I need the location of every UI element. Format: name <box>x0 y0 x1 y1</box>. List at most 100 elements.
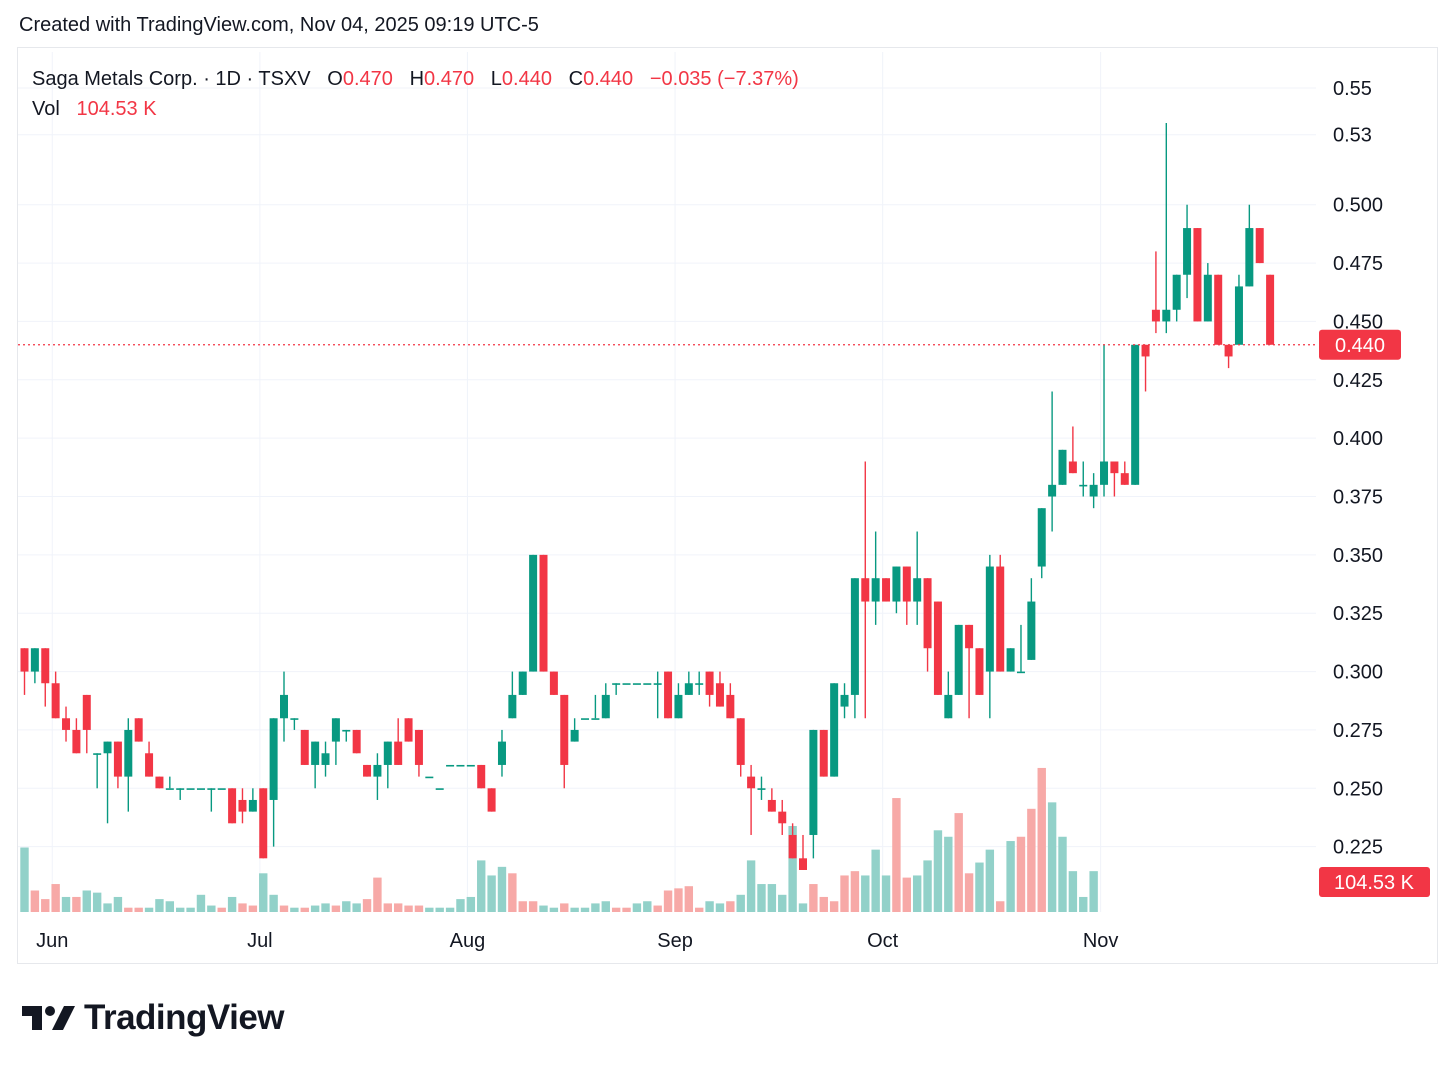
created-with-header: Created with TradingView.com, Nov 04, 20… <box>19 14 539 36</box>
candle <box>726 683 735 719</box>
candle-body <box>1162 309 1171 322</box>
candle-body <box>767 799 776 812</box>
candle <box>840 683 849 719</box>
volume-bar <box>155 899 164 912</box>
volume-bar <box>51 884 60 912</box>
volume-bar <box>985 849 995 912</box>
candle-body <box>51 683 60 719</box>
volume-bar <box>726 901 735 912</box>
candle <box>280 671 288 742</box>
volume-bar <box>1006 841 1015 912</box>
candle <box>819 729 828 777</box>
candle-body <box>176 788 185 790</box>
candle <box>238 788 247 824</box>
price-tick-label: 0.250 <box>1333 778 1383 800</box>
candle-body <box>497 741 506 765</box>
volume-bar <box>113 896 123 912</box>
candle-body <box>747 776 756 789</box>
candle-body <box>861 578 870 602</box>
volume-bar <box>445 907 455 912</box>
volume-bar <box>497 866 507 912</box>
candle <box>217 788 226 790</box>
candle <box>747 764 756 835</box>
candle <box>1141 344 1150 392</box>
price-tick-label: 0.475 <box>1333 253 1383 275</box>
candle-body <box>871 578 880 602</box>
volume-bars <box>20 767 1098 912</box>
candle <box>93 753 102 789</box>
candle <box>1058 449 1067 485</box>
volume-bar <box>912 875 922 912</box>
volume-bar <box>393 903 403 912</box>
volume-bar <box>954 813 963 912</box>
volume-bar <box>186 907 195 912</box>
chart-grid <box>18 52 1316 912</box>
candle <box>570 718 579 742</box>
candle <box>581 718 590 720</box>
candle-body <box>726 694 735 719</box>
volume-bar <box>508 873 517 912</box>
candle-body <box>352 729 361 754</box>
volume-bar <box>871 849 880 912</box>
candle <box>269 718 278 847</box>
volume-bar <box>144 907 154 912</box>
candle-body <box>62 718 71 730</box>
last-price-badge: 0.440 <box>1319 329 1401 360</box>
volume-bar <box>996 901 1005 912</box>
volume-bar <box>165 901 175 912</box>
candle-body <box>1089 484 1098 497</box>
candle <box>705 671 714 707</box>
candle <box>715 671 724 707</box>
volume-bar <box>362 899 372 912</box>
candle-body <box>954 624 963 695</box>
candle-body <box>612 683 621 685</box>
last-volume-label: 104.53 K <box>1334 872 1415 894</box>
candle-body <box>799 858 807 870</box>
candle-body <box>674 694 683 719</box>
candle-body <box>300 729 309 765</box>
volume-bar <box>1068 871 1078 912</box>
volume-row: Vol 104.53 K <box>32 94 799 124</box>
volume-bar <box>1079 896 1088 912</box>
volume-bar <box>560 903 569 912</box>
candle-body <box>1224 344 1233 357</box>
candle <box>352 729 361 754</box>
candle-body <box>186 788 195 790</box>
candle <box>736 718 745 777</box>
price-tick-label: 0.53 <box>1333 125 1372 147</box>
volume-bar <box>321 903 330 912</box>
volume-bar <box>279 905 289 912</box>
candle-body <box>1006 648 1015 672</box>
candle-body <box>570 729 579 742</box>
tradingview-logo[interactable]: TradingView <box>20 998 285 1038</box>
volume-bar <box>861 875 870 912</box>
candle-body <box>228 788 237 824</box>
candle <box>186 788 195 790</box>
volume-bar <box>352 903 361 912</box>
candle <box>103 741 112 824</box>
symbol-title[interactable]: Saga Metals Corp. · 1D · TSXV <box>32 68 311 90</box>
volume-bar <box>653 905 662 912</box>
volume-bar <box>695 907 704 912</box>
volume-bar <box>103 903 112 912</box>
high-label: H <box>409 68 425 90</box>
candle <box>145 741 154 777</box>
candle <box>1006 648 1015 672</box>
candle-body <box>518 671 527 695</box>
candle <box>518 671 527 695</box>
low-label: L <box>490 68 502 90</box>
candle <box>1048 391 1057 532</box>
change-value: −0.035 (−7.37%) <box>649 68 799 90</box>
price-axis[interactable]: 0.225 0.250 0.275 0.300 0.325 0.350 0.375 0.400… <box>1333 78 1383 859</box>
candle-body <box>1048 484 1057 497</box>
candle <box>487 788 496 812</box>
candle <box>933 601 942 695</box>
volume-bar <box>975 862 984 912</box>
candle-body <box>134 718 143 742</box>
candle-body <box>830 683 839 777</box>
time-axis[interactable]: Jun Jul Aug Sep Oct Nov <box>36 930 1118 952</box>
volume-bar <box>466 896 476 912</box>
candle-body <box>446 764 455 767</box>
volume-bar <box>373 877 382 912</box>
